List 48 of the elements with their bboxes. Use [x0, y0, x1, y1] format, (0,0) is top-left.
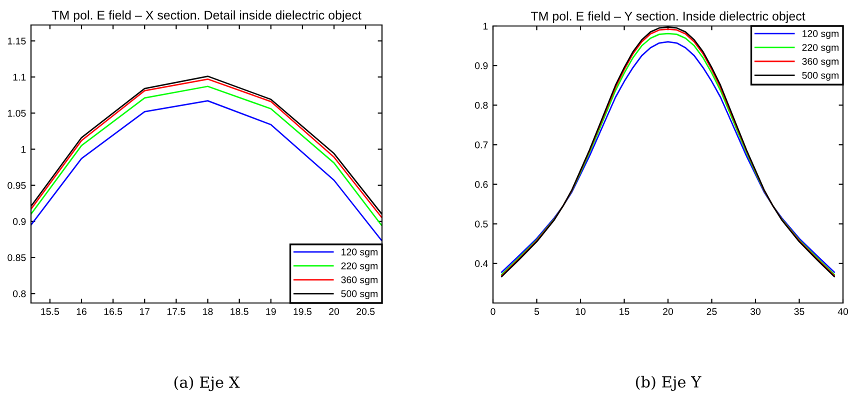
legend-label: 120 sgm — [802, 30, 838, 39]
x-tick-label: 19 — [266, 308, 276, 315]
x-tick-label: 18 — [203, 308, 213, 315]
x-tick-label: 25 — [706, 308, 717, 315]
legend-label: 120 sgm — [342, 248, 378, 258]
y-tick-label: 0.95 — [8, 182, 26, 189]
x-tick-label: 5 — [534, 308, 540, 315]
x-tick-label: 20 — [329, 308, 340, 315]
x-tick-label: 15.5 — [41, 308, 59, 315]
y-tick-label: 1.05 — [8, 110, 26, 117]
chart-title: TM pol. E field – Y section. Inside dielectric object — [530, 11, 806, 24]
x-tick-label: 40 — [838, 308, 848, 315]
legend-label: 360 sgm — [341, 276, 378, 286]
text: (a) Eje X — [174, 376, 240, 392]
y-tick-label: 0.8 — [475, 102, 488, 109]
x-tick-label: 17.5 — [167, 308, 186, 315]
x-tick-label: 30 — [750, 308, 761, 315]
y-tick-label: 1 — [21, 146, 26, 153]
y-tick-label: 0.9 — [13, 218, 26, 226]
x-tick-label: 10 — [576, 308, 586, 315]
x-tick-label: 20 — [663, 308, 674, 315]
chart-title: TM pol. E field – X section. Detail inside dielectric object — [52, 10, 362, 22]
legend-label: 360 sgm — [802, 58, 838, 67]
x-tick-label: 20.5 — [356, 308, 375, 315]
y-tick-label: 0.5 — [475, 220, 488, 228]
x-tick-label: 18.5 — [230, 308, 248, 315]
y-tick-label: 0.6 — [475, 181, 488, 188]
x-tick-label: 35 — [794, 308, 804, 315]
y-tick-label: 0.9 — [475, 62, 488, 70]
legend-label: 500 sgm — [802, 72, 838, 81]
y-tick-label: 1.1 — [13, 74, 26, 81]
y-tick-label: 0.7 — [475, 141, 488, 148]
x-tick-label: 17 — [140, 308, 150, 315]
legend-label: 220 sgm — [341, 262, 378, 272]
y-tick-label: 0.85 — [8, 254, 26, 262]
legend-label: 220 sgm — [802, 44, 838, 53]
y-tick-label: 0.4 — [475, 260, 488, 268]
legend-label: 500 sgm — [341, 290, 378, 300]
x-tick-label: 0 — [490, 308, 496, 315]
x-tick-label: 16.5 — [104, 308, 122, 315]
line-series — [31, 100, 382, 241]
y-tick-label: 1.15 — [8, 38, 26, 45]
y-tick-label: 1 — [483, 22, 488, 30]
x-tick-label: 19.5 — [294, 308, 312, 315]
x-tick-label: 15 — [620, 308, 630, 315]
x-tick-label: 16 — [76, 308, 86, 315]
text: (b) Eje Y — [636, 376, 702, 391]
y-tick-label: 0.8 — [13, 290, 26, 298]
